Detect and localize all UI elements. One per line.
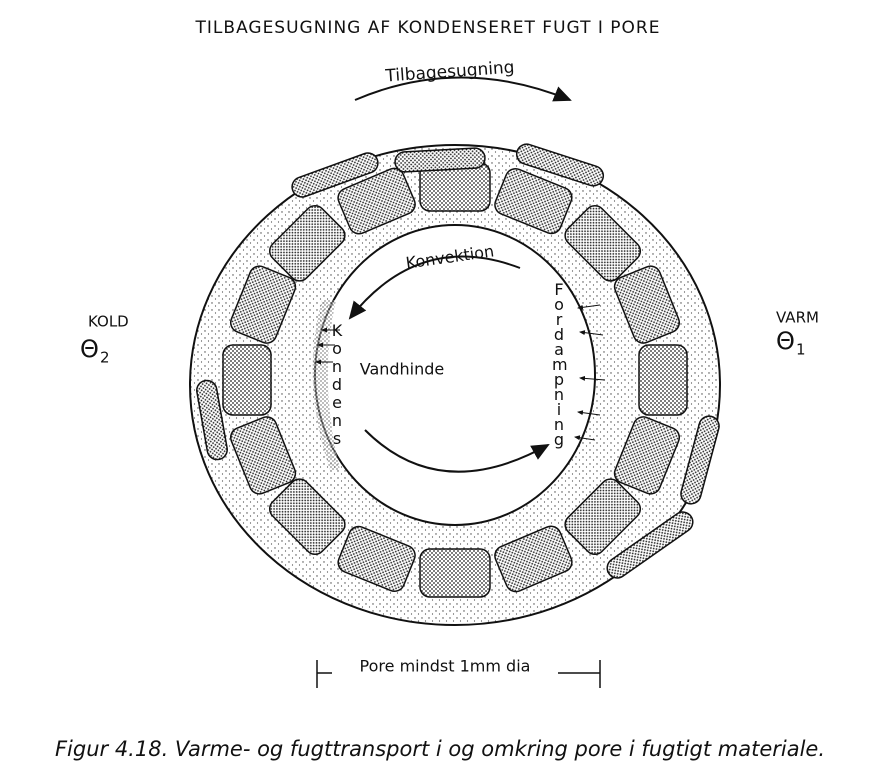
caption: Figur 4.18. Varme- og fugttransport i og… — [55, 737, 825, 761]
evaporation-arrows — [574, 304, 606, 441]
cold-label: KOLD — [88, 313, 129, 331]
suction-arrow — [354, 76, 572, 102]
cold-subscript: 2 — [100, 349, 110, 367]
grains — [196, 143, 720, 598]
film-label: Vandhinde — [360, 360, 445, 379]
condensation-arrows — [315, 327, 340, 365]
convection-label: Konvektion — [405, 241, 496, 272]
title: TILBAGESUGNING AF KONDENSERET FUGT I POR… — [195, 18, 661, 38]
convection-arrow-top — [348, 255, 521, 320]
warm-label: VARM — [776, 309, 819, 327]
convection-arrow-bottom — [364, 429, 550, 473]
warm-subscript: 1 — [796, 341, 806, 359]
dimension-label-bg — [332, 657, 558, 679]
evaporation-label: Fordampning — [552, 280, 568, 449]
cold-symbol: Θ — [80, 335, 99, 363]
warm-symbol: Θ — [776, 327, 795, 355]
suction-label: Tilbagesugning — [384, 58, 515, 87]
condensation-label: Kondens — [331, 321, 343, 448]
dimension-label: Pore mindst 1mm dia — [360, 657, 531, 676]
